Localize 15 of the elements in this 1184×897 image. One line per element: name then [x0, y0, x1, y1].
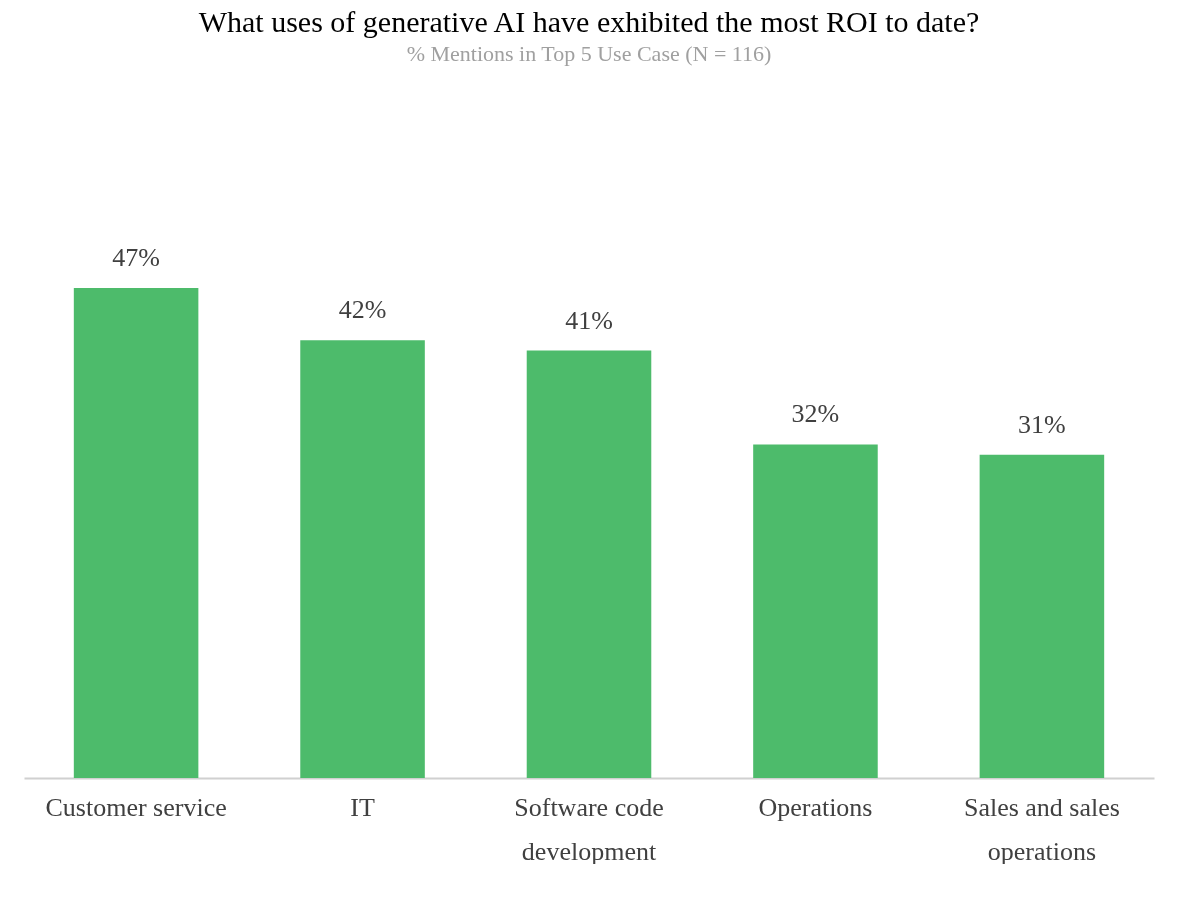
- bar: [979, 454, 1105, 778]
- bar: [753, 444, 878, 778]
- data-label: 47%: [112, 243, 160, 272]
- chart-subtitle: % Mentions in Top 5 Use Case (N = 116): [406, 41, 772, 66]
- x-tick-label: Customer service: [45, 792, 227, 822]
- x-tick-label: IT: [350, 792, 375, 822]
- data-label: 31%: [1018, 409, 1066, 439]
- chart-title: What uses of generative AI have exhibited the most ROI to date?: [198, 5, 980, 38]
- data-label: 32%: [791, 399, 840, 429]
- data-label: 42%: [338, 295, 387, 325]
- bar: [300, 340, 425, 778]
- bar: [526, 350, 652, 778]
- data-label: 41%: [565, 305, 613, 335]
- bar: [73, 288, 199, 778]
- x-tick-label: Operations: [758, 792, 873, 822]
